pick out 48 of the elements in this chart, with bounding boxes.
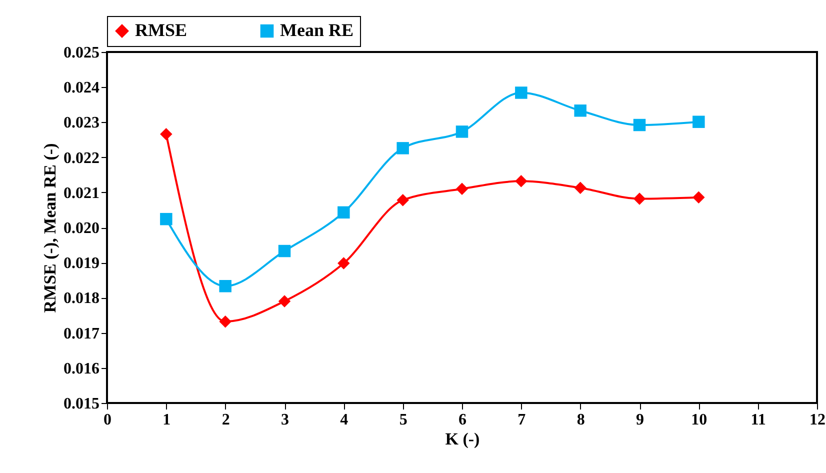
x-tick-label: 3: [281, 412, 289, 428]
y-tick-label: 0.016: [64, 360, 100, 378]
y-tick-label: 0.020: [64, 220, 100, 237]
point: [633, 118, 646, 132]
x-axis-title: K (-): [445, 430, 480, 448]
point: [160, 128, 172, 140]
point: [338, 257, 350, 270]
y-tick-label: 0.015: [64, 396, 100, 412]
y-tick-label: 0.021: [64, 184, 100, 202]
y-tick-label: 0.019: [64, 255, 100, 272]
point: [456, 182, 468, 196]
point: [456, 126, 468, 138]
x-tick-label: 11: [750, 412, 766, 428]
point: [219, 280, 232, 292]
x-tick-label: 1: [162, 412, 171, 428]
x-tick-label: 5: [399, 412, 408, 428]
y-axis-title: RMSE (-), Mean RE (-): [40, 143, 60, 313]
x-tick-label: 10: [691, 412, 708, 428]
point: [219, 315, 232, 328]
point: [692, 191, 705, 204]
point: [338, 206, 350, 219]
legend-label: Mean RE: [280, 20, 354, 40]
x-tick-label: 2: [222, 412, 230, 428]
point: [574, 104, 586, 117]
x-tick-label: 7: [518, 412, 526, 428]
x-tick-label: 8: [576, 412, 585, 428]
point: [160, 212, 172, 226]
x-tick-label: 0: [104, 412, 112, 428]
point: [278, 295, 291, 308]
y-tick-label: 0.018: [64, 290, 100, 308]
point: [633, 192, 646, 205]
y-tick-label: 0.017: [64, 325, 100, 342]
point: [515, 175, 528, 188]
x-tick-label: 4: [340, 412, 348, 428]
y-tick-label: 0.025: [64, 44, 100, 62]
x-tick-label: 12: [810, 412, 826, 428]
legend-label: RMSE: [135, 20, 188, 40]
y-tick-label: 0.023: [64, 114, 100, 132]
point: [278, 244, 291, 258]
y-tick-label: 0.024: [64, 80, 100, 97]
point: [396, 142, 409, 154]
point: [515, 86, 528, 99]
point: [396, 194, 409, 206]
point: [692, 116, 705, 128]
point: [574, 182, 586, 194]
x-tick-label: 6: [458, 412, 466, 428]
x-tick-label: 9: [636, 412, 644, 428]
y-tick-label: 0.022: [64, 150, 100, 167]
